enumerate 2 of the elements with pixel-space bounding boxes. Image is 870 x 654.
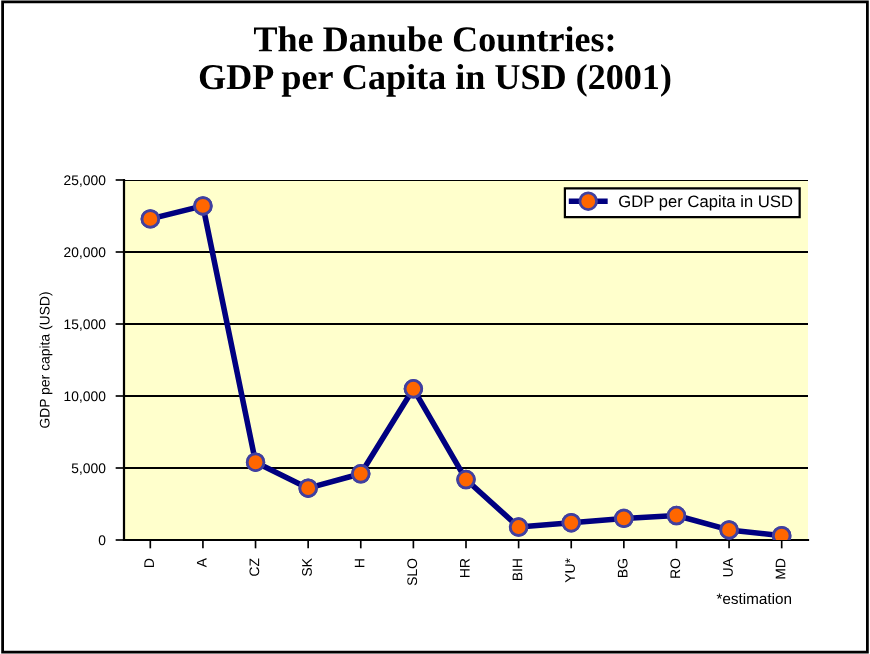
legend-label: GDP per Capita in USD (619, 195, 793, 211)
chart-title: The Danube Countries: GDP per Capita in USD (2001) (199, 26, 671, 97)
